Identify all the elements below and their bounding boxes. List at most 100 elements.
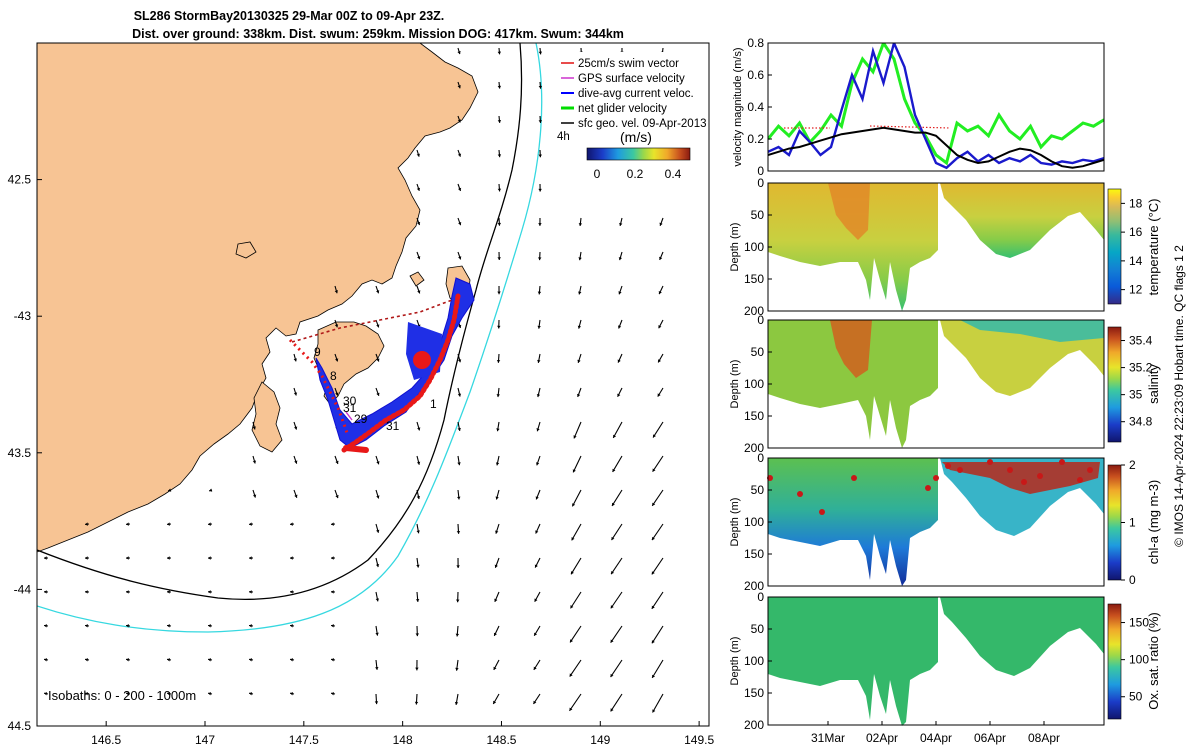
velocity-plot-area	[768, 43, 1104, 171]
salinity-section-east-top	[960, 320, 1104, 342]
map-colorbar	[586, 147, 691, 161]
velocity-arrow-head	[497, 85, 502, 89]
velocity-arrow-head	[208, 522, 211, 526]
velocity-arrow-head	[457, 85, 461, 89]
velocity-arrow-head	[538, 51, 543, 55]
velocity-arrow-head	[294, 460, 298, 464]
velocity-arrow-head	[571, 537, 575, 541]
velocity-arrow	[569, 693, 582, 712]
velocity-arrow-head	[576, 393, 581, 397]
temperature-colorbar-label: temperature (°C)	[1146, 199, 1161, 296]
velocity-arrow-head	[536, 462, 540, 466]
velocity-arrow-head	[208, 556, 211, 560]
chlorophyll-colorbar	[1107, 464, 1122, 581]
salinity-ylabel: Depth (m)	[729, 360, 741, 409]
velocity-arrow-head	[535, 530, 539, 534]
track-label: 9	[314, 345, 321, 359]
velocity-arrow-head	[415, 599, 420, 602]
legend-gps-velocity: GPS surface velocity	[578, 73, 685, 85]
depth-tick-label: 50	[751, 208, 765, 222]
temperature-ylabel: Depth (m)	[729, 223, 741, 272]
velocity-arrow-head	[494, 564, 498, 568]
colorbar-tick-label: 2	[1129, 458, 1136, 472]
velocity-arrow-head	[375, 632, 379, 636]
velocity-arrow-head	[456, 599, 460, 603]
velocity-arrow-head	[613, 434, 617, 438]
velocity-arrow-head	[85, 556, 88, 560]
velocity-arrow-head	[376, 392, 380, 396]
legend-sfc-geo: sfc geo. vel. 09-Apr-2013	[578, 118, 707, 130]
chlorophyll-y-axis: 0 50 100 150 200	[744, 451, 772, 593]
velocity-arrow	[612, 455, 623, 473]
velocity-arrow-head	[167, 692, 171, 696]
velocity-arrow-head	[290, 522, 293, 526]
velocity-arrow-head	[334, 324, 339, 328]
velocity-arrow-head	[167, 522, 170, 526]
velocity-arrow-head	[416, 187, 421, 191]
footer-credit: © IMOS 14-Apr-2024 22:23:09 Hobart time.…	[1172, 245, 1186, 547]
velocity-arrow-head	[294, 426, 298, 430]
map-frame	[36, 42, 710, 727]
velocity-arrow-head	[537, 325, 541, 329]
velocity-arrow	[651, 557, 664, 575]
velocity-y-axis: 0 0.2 0.4 0.6 0.8	[747, 36, 772, 178]
velocity-series-sfc-geo	[768, 126, 1104, 169]
map-y-axis: 42.5 -43 43.5 -44 44.5	[8, 173, 42, 733]
velocity-arrow	[612, 421, 623, 439]
velocity-arrow-head	[415, 633, 419, 637]
chlorophyll-bottle-samples	[767, 459, 1093, 515]
depth-tick-label: 200	[744, 718, 764, 732]
velocity-arrow-head	[208, 658, 212, 662]
oxygen-section	[768, 597, 938, 726]
chl-sample-dot	[1059, 459, 1065, 465]
chl-sample-dot	[1021, 479, 1027, 485]
velocity-arrow-head	[536, 394, 541, 398]
isobath-note: Isobaths: 0 - 200 - 1000m	[48, 688, 196, 703]
chlorophyll-colorbar-label: chl-a (mg m-3)	[1146, 480, 1161, 565]
velocity-arrow-head	[417, 256, 421, 260]
velocity-arrow-head	[493, 666, 497, 670]
time-tick-label: 04Apr	[920, 731, 952, 745]
colorbar-tick-label: 35.2	[1129, 361, 1153, 375]
velocity-arrow-head	[496, 394, 500, 398]
velocity-arrow-head	[44, 658, 48, 662]
velocity-arrow-head	[376, 358, 380, 362]
velocity-arrow-head	[651, 536, 655, 541]
colorbar-tick-label: 34.8	[1129, 415, 1153, 429]
velocity-arrow-head	[619, 222, 623, 226]
velocity-arrow-head	[611, 536, 615, 541]
map-y-tick-label: -44	[14, 582, 32, 596]
velocity-arrow-head	[497, 154, 502, 158]
velocity-arrow-head	[290, 624, 293, 628]
velocity-arrow-head	[610, 605, 614, 609]
velocity-arrow-head	[652, 468, 656, 472]
velocity-arrow-head	[376, 461, 380, 465]
velocity-arrow-head	[249, 590, 252, 594]
velocity-arrow	[651, 489, 664, 507]
net-glider-path	[291, 299, 453, 343]
temperature-y-axis: 0 50 100 150 200	[744, 176, 772, 318]
temperature-colorbar-ticks: 12 14 16 18	[1121, 196, 1143, 297]
velocity-arrow-head	[572, 503, 576, 507]
map-x-tick-label: 146.5	[91, 733, 121, 747]
velocity-arrow-head	[126, 692, 130, 696]
velocity-arrow-head	[457, 462, 461, 466]
velocity-arrow-head	[533, 700, 537, 704]
velocity-arrow-head	[495, 496, 499, 500]
temperature-colorbar	[1107, 188, 1122, 305]
velocity-arrow-head	[417, 427, 421, 431]
velocity-arrow-head	[415, 667, 419, 671]
velocity-arrow-head	[457, 50, 461, 55]
chl-sample-dot	[851, 475, 857, 481]
velocity-arrow-head	[249, 624, 252, 628]
colorbar-tick-label: 14	[1129, 254, 1143, 268]
map-x-axis: 146.5 147 147.5 148 148.5 149 149.5	[91, 721, 714, 747]
velocity-arrow-head	[494, 598, 498, 602]
velocity-arrow-head	[252, 460, 257, 464]
velocity-arrow-head	[167, 590, 170, 594]
velocity-arrow	[610, 625, 623, 643]
velocity-arrow-head	[497, 291, 501, 295]
velocity-arrow-head	[538, 223, 542, 226]
velocity-arrow-head	[375, 598, 380, 602]
velocity-arrow-head	[495, 530, 499, 534]
